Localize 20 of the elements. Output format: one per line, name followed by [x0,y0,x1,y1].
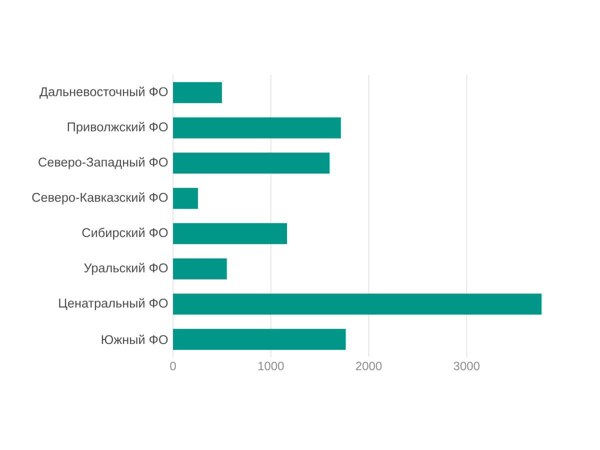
x-tick-label: 0 [170,362,176,370]
bar [173,328,346,350]
y-tick-label: Северо-Западный ФО [38,157,168,170]
bar [173,258,227,280]
bar [173,82,222,104]
y-tick-label: Уральский ФО [84,262,168,275]
y-tick-label: Северо-Кавказский ФО [32,192,168,204]
bar [173,152,330,174]
bar [173,188,198,209]
y-tick-label: Южный ФО [102,334,168,344]
bar [173,117,341,138]
x-tick-label: 3000 [454,362,480,370]
bar [173,223,288,244]
y-tick-label: Дальневосточный ФО [40,86,168,99]
bar [173,294,542,315]
y-tick-label: Приволжский ФО [68,122,168,134]
x-tick-label: 1000 [258,362,284,370]
y-tick-label: Сибирский ФО [82,228,168,240]
y-tick-label: Ценатральный ФО [59,298,168,310]
x-tick-label: 2000 [356,362,382,370]
